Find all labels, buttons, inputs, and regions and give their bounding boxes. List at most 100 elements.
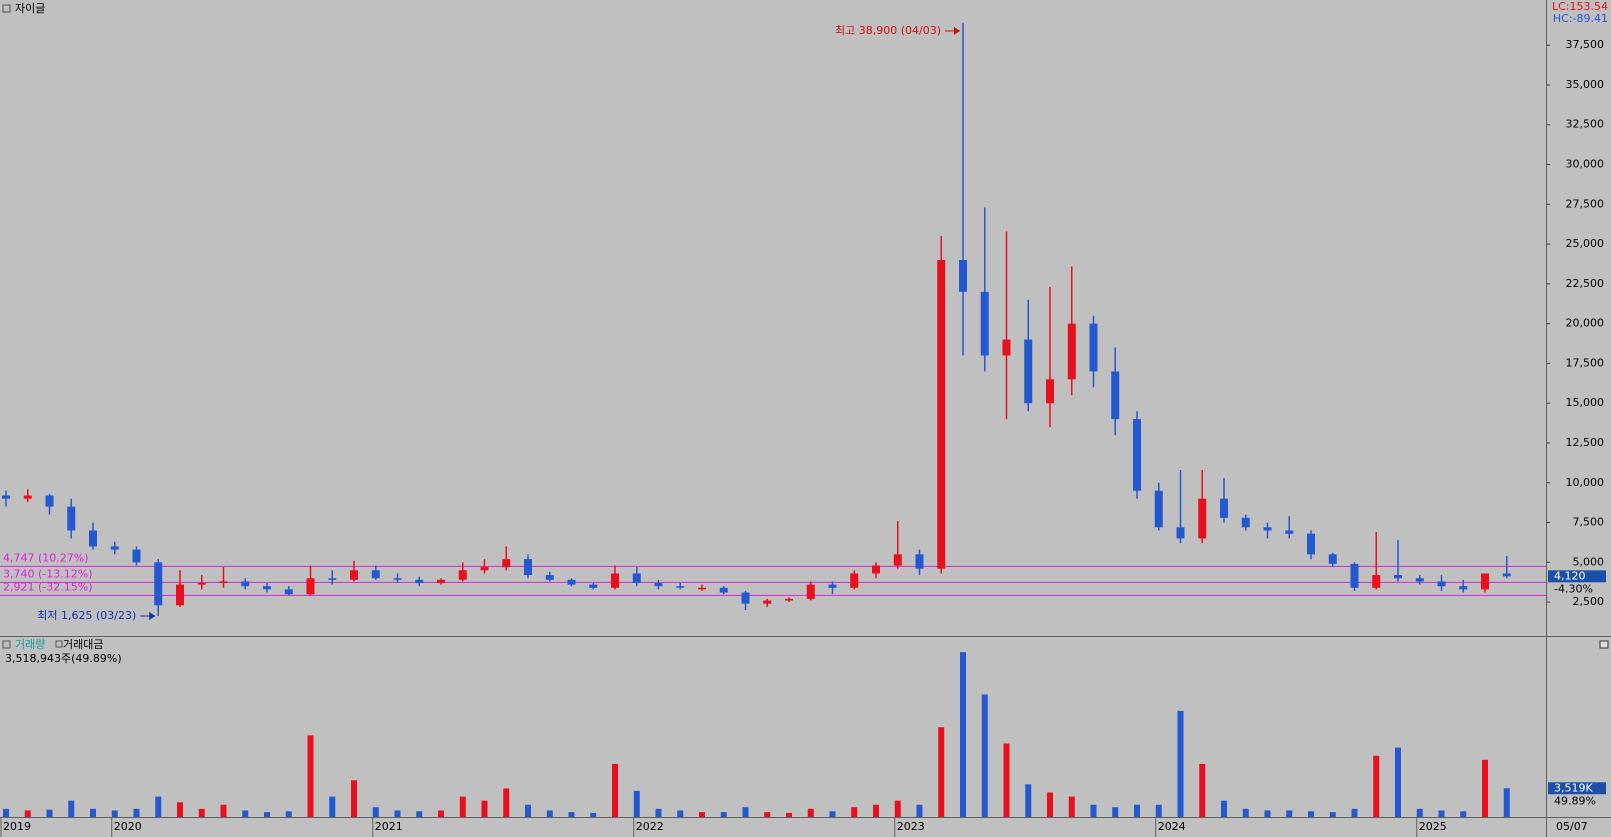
volume-bar: [1134, 804, 1140, 817]
candle-body: [850, 573, 859, 588]
volume-bar: [481, 800, 488, 817]
volume-bar: [438, 810, 444, 817]
candle-body: [263, 586, 271, 590]
x-tick-label: 2024: [1158, 820, 1186, 833]
volume-bar: [807, 808, 814, 817]
pane-button[interactable]: [1599, 640, 1609, 649]
hc-indicator: HC:-89.41: [1553, 12, 1608, 25]
volume-bar: [1351, 808, 1358, 817]
volume-bar: [1438, 810, 1445, 817]
volume-legend[interactable]: 거래량: [15, 638, 45, 651]
volume-bar: [873, 804, 879, 817]
support-label: 4,747 (10.27%): [3, 551, 89, 564]
y-tick-label: 5,000: [1573, 555, 1605, 568]
volume-bar: [699, 812, 705, 817]
candle-body: [1437, 581, 1446, 587]
candle-body: [45, 495, 54, 507]
candle-body: [1220, 498, 1228, 518]
pane-icon[interactable]: [2, 640, 11, 649]
candle-body: [980, 291, 989, 356]
volume-bar: [612, 763, 618, 817]
candle-body: [654, 583, 663, 587]
candle-body: [524, 559, 532, 576]
volume-bar: [111, 810, 118, 817]
volume-bar: [68, 800, 75, 817]
volume-bar: [264, 812, 270, 817]
candle-body: [611, 573, 619, 588]
pane-icon[interactable]: [55, 640, 63, 648]
volume-bar: [1329, 812, 1336, 817]
volume-bar: [981, 694, 988, 817]
candle-body: [1067, 323, 1076, 380]
candle-body: [698, 587, 706, 590]
volume-bar: [1286, 810, 1293, 817]
volume-bar: [351, 780, 357, 817]
volume-bar: [655, 808, 662, 817]
candle-body: [458, 570, 467, 580]
candle-body: [893, 554, 902, 566]
candle-body: [959, 260, 967, 292]
volume-bar: [1395, 747, 1401, 817]
candle-body: [1089, 323, 1098, 372]
volume-bar: [1416, 808, 1423, 817]
volume-bar: [24, 810, 31, 817]
volume-bar: [307, 735, 314, 817]
volume-bar: [590, 812, 597, 817]
volume-bar: [329, 796, 336, 817]
volume-bar: [46, 809, 53, 817]
candle-body: [806, 584, 815, 599]
candle-body: [828, 584, 837, 588]
volume-bar: [764, 812, 771, 817]
pane-icon[interactable]: [2, 4, 11, 13]
x-tick-label: 2021: [375, 820, 403, 833]
chart-title: 자이글: [15, 2, 45, 15]
candle-body: [937, 260, 946, 569]
volume-bar: [568, 812, 575, 817]
y-tick-label: 2,500: [1573, 595, 1605, 608]
volume-bar: [220, 804, 227, 817]
volume-bar: [372, 807, 379, 817]
y-tick-label: 10,000: [1566, 476, 1605, 489]
y-tick-label: 27,500: [1566, 197, 1605, 210]
candle-body: [23, 495, 32, 499]
volume-bar: [1373, 755, 1380, 817]
candle-body: [306, 578, 315, 595]
y-tick-label: 20,000: [1566, 317, 1605, 330]
candle-body: [785, 598, 793, 601]
volume-bar: [525, 804, 531, 817]
candle-body: [1046, 379, 1054, 404]
last-volume-box: [1548, 782, 1606, 795]
amount-legend[interactable]: 거래대금: [63, 638, 103, 651]
volume-bar: [1177, 710, 1184, 817]
x-tick-label: 2023: [897, 820, 925, 833]
volume-bar: [851, 807, 858, 817]
candle-body: [763, 600, 772, 604]
volume-bar: [546, 810, 553, 817]
candle-body: [328, 578, 337, 580]
volume-bar: [1460, 811, 1467, 817]
candle-body: [154, 562, 163, 606]
volume-bar: [1025, 784, 1032, 817]
volume-bar: [786, 812, 792, 817]
candle-body: [676, 586, 685, 588]
candle-body: [1176, 527, 1185, 539]
last-volume-label: 3,519K: [1554, 781, 1593, 794]
volume-bar: [1264, 810, 1271, 817]
high-arrowhead: [954, 26, 960, 35]
last-price-box: [1548, 570, 1606, 583]
candle-body: [1415, 578, 1424, 582]
volume-bar: [1308, 811, 1314, 817]
candle-body: [1198, 498, 1207, 539]
volume-bar: [633, 790, 640, 817]
candle-body: [632, 573, 641, 584]
volume-bar: [1199, 763, 1206, 817]
candle-body: [1002, 339, 1011, 356]
volume-bar: [1112, 807, 1119, 817]
candle-body: [1502, 573, 1511, 577]
candle-body: [2, 495, 10, 499]
volume-bar: [742, 807, 749, 817]
candle-body: [1307, 533, 1315, 555]
candle-body: [67, 506, 76, 531]
